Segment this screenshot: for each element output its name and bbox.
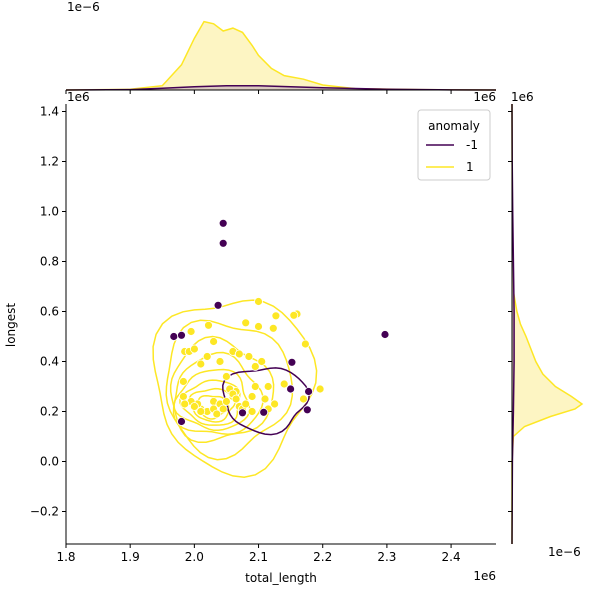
y-tick-label-1: 0.0 [40,455,59,469]
x-tick-label-1: 1.9 [121,550,140,564]
point-one-13 [178,377,188,386]
point-one-40 [247,392,257,401]
x-tick-label-3: 2.1 [249,550,268,564]
point-one-42 [260,394,270,404]
point-one-55 [231,394,241,404]
kde-contour-one-level-1 [165,319,294,461]
point-one-47 [196,407,206,416]
point-minus-one-3 [169,332,179,341]
point-one-0 [254,297,263,306]
point-minus-one-0 [218,218,228,228]
point-one-44 [279,379,289,389]
top-marginal-fill-one [66,21,496,91]
top-marginal-kde [65,20,497,94]
point-one-4 [289,310,299,320]
y-tick-label-7: 1.2 [40,155,59,169]
point-one-16 [189,344,199,354]
scatter-points [169,218,390,426]
x-tick-label-6: 2.4 [442,550,461,564]
legend: anomaly -1 1 [417,109,491,181]
y-tick-label-6: 1.0 [40,205,59,219]
legend-label-one: 1 [466,160,474,174]
point-one-49 [212,409,222,419]
point-one-46 [189,402,199,411]
point-one-9 [268,323,278,333]
right-marginal-y-offset-label: 1e6 [511,90,534,104]
point-one-10 [204,320,213,330]
point-one-23 [234,349,244,359]
point-one-14 [178,392,188,401]
point-minus-one-9 [304,387,314,396]
right-marginal-offset-label: 1e−6 [548,545,581,559]
point-one-52 [241,399,251,409]
main-scatter-plot: 1.8 1.9 2.0 2.1 2.2 2.3 2.4 −0.2 0.0 0.2 0.4 0.6 0.8… [30,104,496,564]
top-marginal-x-offset-label: 1e6 [473,90,496,104]
point-minus-one-6 [380,330,390,339]
x-tick-label-2: 2.0 [185,550,204,564]
point-minus-one-2 [213,300,223,310]
point-minus-one-7 [287,357,297,367]
y-tick-label-0: −0.2 [30,505,59,519]
legend-title: anomaly [428,119,480,133]
point-one-20 [215,357,225,366]
point-one-2 [254,322,263,331]
legend-label-minus-one: -1 [466,138,478,152]
point-one-27 [263,382,273,391]
point-one-6 [315,384,325,394]
point-one-8 [271,311,281,321]
point-minus-one-8 [286,384,296,394]
right-marginal-line-one [511,103,584,544]
y-axis-label: longest [4,303,18,348]
point-one-25 [250,362,260,371]
x-tick-label-0: 1.8 [56,550,75,564]
point-minus-one-12 [259,407,269,417]
y-tick-label-4: 0.6 [40,305,59,319]
top-marginal-line-one [65,20,497,91]
top-marginal-offset-label: 1e−6 [67,0,100,14]
right-marginal-fill-one [512,104,582,544]
right-marginal-kde [508,103,584,545]
kde-contour-one-level-0 [152,299,318,478]
point-minus-one-11 [238,408,247,418]
point-one-5 [300,339,310,349]
point-one-50 [221,397,231,406]
point-one-11 [186,327,196,336]
x-axis-label: total_length [245,571,317,585]
kde-contour-one-level-3 [172,351,264,436]
point-one-45 [180,399,190,409]
point-one-17 [196,359,206,369]
point-one-1 [241,318,251,328]
kde-contour-one-level-5 [179,379,241,426]
point-one-21 [221,372,231,381]
point-minus-one-5 [177,417,186,426]
main-axes: 1.8 1.9 2.0 2.1 2.2 2.3 2.4 −0.2 0.0 0.2 0.4 0.6 0.8… [30,104,496,564]
point-one-43 [270,399,280,409]
x-tick-label-4: 2.2 [313,550,332,564]
x-offset-label: 1e6 [473,569,496,583]
y-offset-label: 1e6 [67,90,90,104]
point-minus-one-10 [302,405,312,415]
kde-contour-one-level-4 [173,368,251,432]
y-tick-label-3: 0.4 [40,355,59,369]
point-one-18 [202,352,212,361]
point-one-24 [244,352,254,361]
point-one-19 [209,337,219,346]
point-minus-one-1 [218,238,228,248]
point-one-53 [247,407,257,416]
y-tick-label-8: 1.4 [40,105,59,119]
point-one-7 [299,394,308,404]
top-marginal-fill-minus-one [66,85,496,90]
point-minus-one-4 [177,330,186,340]
x-tick-label-5: 2.3 [377,550,396,564]
y-tick-label-2: 0.2 [40,405,59,419]
point-one-26 [257,357,267,366]
y-tick-label-5: 0.8 [40,255,59,269]
point-one-38 [218,404,228,414]
point-one-41 [250,382,260,391]
